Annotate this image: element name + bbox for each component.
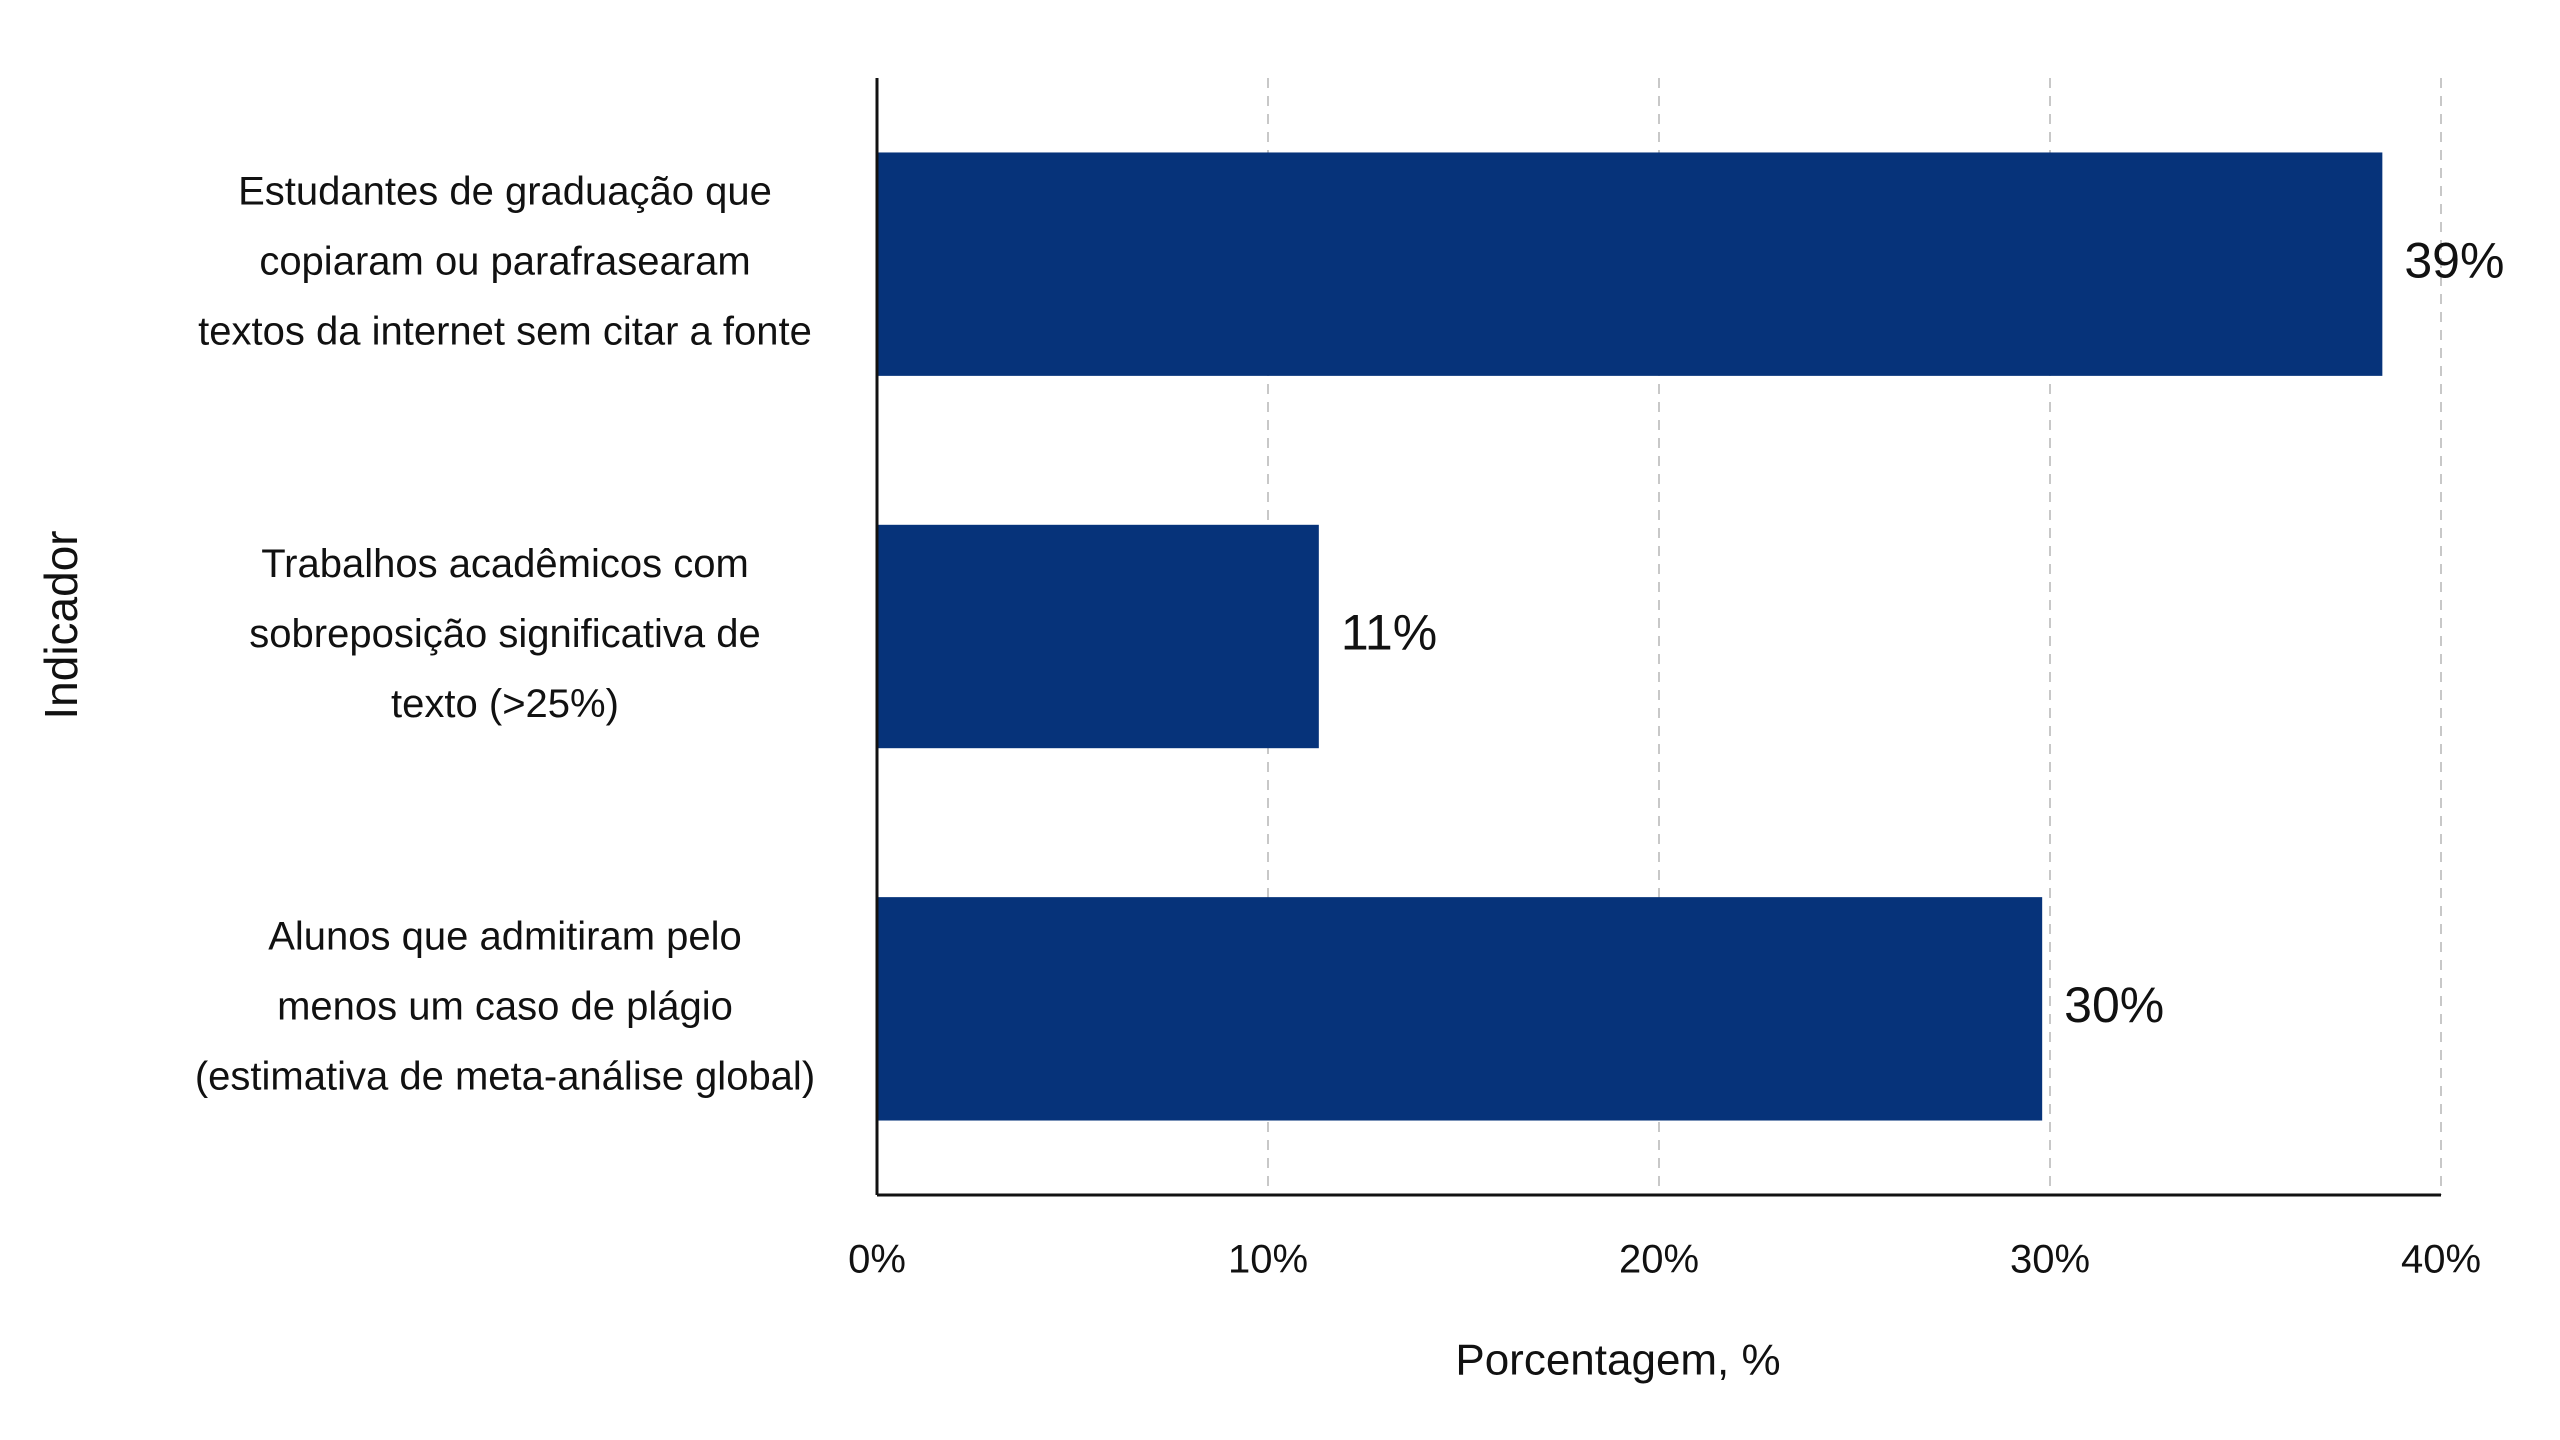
- y-tick-label: copiaram ou parafrasearam: [259, 240, 750, 284]
- bar: [877, 897, 2043, 1121]
- value-label: 11%: [1341, 605, 1437, 661]
- y-tick-label: Estudantes de graduação que: [238, 170, 772, 214]
- x-tick-label: 0%: [848, 1238, 906, 1282]
- bar: [877, 524, 1319, 749]
- y-axis-label: Indicador: [35, 530, 87, 719]
- x-tick-label: 40%: [2401, 1238, 2481, 1282]
- x-axis-label: Porcentagem, %: [1455, 1336, 1780, 1385]
- value-label: 30%: [2064, 977, 2164, 1033]
- x-tick-label: 30%: [2010, 1238, 2090, 1282]
- y-tick-label: textos da internet sem citar a fonte: [198, 310, 812, 354]
- value-label: 39%: [2404, 232, 2504, 288]
- y-tick-label: sobreposição significativa de: [249, 612, 760, 656]
- y-tick-label: Alunos que admitiram pelo: [268, 914, 742, 958]
- y-tick-label: texto (>25%): [391, 682, 619, 726]
- y-tick-label: Trabalhos acadêmicos com: [261, 542, 749, 586]
- x-tick-label: 20%: [1619, 1238, 1699, 1282]
- y-tick-label: menos um caso de plágio: [277, 984, 733, 1028]
- x-tick-label: 10%: [1228, 1238, 1308, 1282]
- bar: [877, 152, 2383, 376]
- y-tick-label: (estimativa de meta-análise global): [195, 1054, 815, 1098]
